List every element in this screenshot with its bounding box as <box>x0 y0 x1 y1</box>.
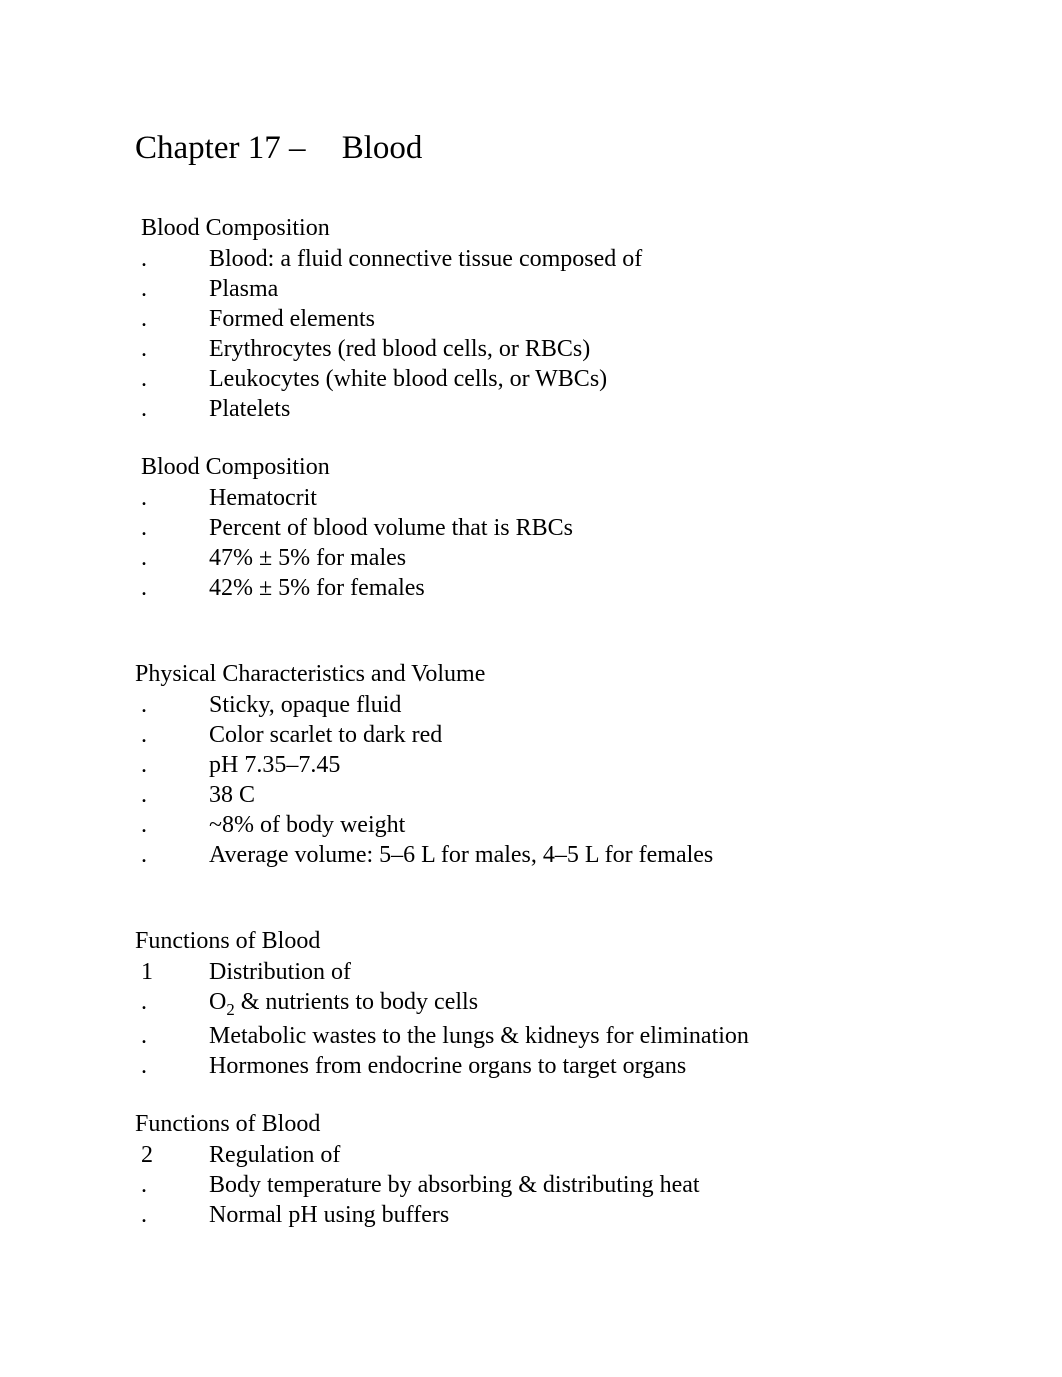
list-item-text: Leukocytes (white blood cells, or WBCs) <box>209 364 927 394</box>
list-item: .pH 7.35–7.45 <box>135 750 927 780</box>
list-item: .Color scarlet to dark red <box>135 720 927 750</box>
section-heading-functions-1: Functions of Blood <box>135 928 927 955</box>
section-heading-physical-characteristics: Physical Characteristics and Volume <box>135 661 927 688</box>
list-item: .Hormones from endocrine organs to targe… <box>135 1051 927 1081</box>
list-item-text: Distribution of <box>209 957 927 987</box>
bullet-marker: . <box>141 573 209 603</box>
list-item-text: Average volume: 5–6 L for males, 4–5 L f… <box>209 840 927 870</box>
list-item: .Erythrocytes (red blood cells, or RBCs) <box>135 334 927 364</box>
bullet-marker: . <box>141 750 209 780</box>
list-item: 1Distribution of <box>135 957 927 987</box>
section-heading-blood-composition-1: Blood Composition <box>135 215 927 242</box>
list-item: .Plasma <box>135 274 927 304</box>
list-item-text: ~8% of body weight <box>209 810 927 840</box>
number-marker: 2 <box>141 1140 209 1170</box>
list-item-text: O2 & nutrients to body cells <box>209 987 927 1021</box>
list-item-text: Plasma <box>209 274 927 304</box>
list-item-text: 38 C <box>209 780 927 810</box>
list-item: .47% ± 5% for males <box>135 543 927 573</box>
list-item-text: Hematocrit <box>209 483 927 513</box>
list-item: .Percent of blood volume that is RBCs <box>135 513 927 543</box>
bullet-marker: . <box>141 364 209 394</box>
bullet-marker: . <box>141 483 209 513</box>
list-item-text: Regulation of <box>209 1140 927 1170</box>
list-item: .Leukocytes (white blood cells, or WBCs) <box>135 364 927 394</box>
list-item: .Average volume: 5–6 L for males, 4–5 L … <box>135 840 927 870</box>
bullet-marker: . <box>141 304 209 334</box>
list-item: .Metabolic wastes to the lungs & kidneys… <box>135 1021 927 1051</box>
list-item: .Formed elements <box>135 304 927 334</box>
bullet-marker: . <box>141 394 209 424</box>
list-item: .Blood: a fluid connective tissue compos… <box>135 244 927 274</box>
bullet-marker: . <box>141 1170 209 1200</box>
list-item: .42% ± 5% for females <box>135 573 927 603</box>
list-item-text: pH 7.35–7.45 <box>209 750 927 780</box>
list-item-text: Erythrocytes (red blood cells, or RBCs) <box>209 334 927 364</box>
chapter-number: Chapter 17 – <box>135 130 305 166</box>
list-item: .Platelets <box>135 394 927 424</box>
list-item-text: Color scarlet to dark red <box>209 720 927 750</box>
list-item-text: 42% ± 5% for females <box>209 573 927 603</box>
list-item-text: Body temperature by absorbing & distribu… <box>209 1170 927 1200</box>
bullet-marker: . <box>141 840 209 870</box>
bullet-marker: . <box>141 690 209 720</box>
bullet-marker: . <box>141 1021 209 1051</box>
bullet-marker: . <box>141 274 209 304</box>
list-item: .Body temperature by absorbing & distrib… <box>135 1170 927 1200</box>
list-item-text: 47% ± 5% for males <box>209 543 927 573</box>
list-item: 2Regulation of <box>135 1140 927 1170</box>
list-item: .O2 & nutrients to body cells <box>135 987 927 1021</box>
list-item: .~8% of body weight <box>135 810 927 840</box>
bullet-marker: . <box>141 244 209 274</box>
list-item: .Hematocrit <box>135 483 927 513</box>
list-item: .Sticky, opaque fluid <box>135 690 927 720</box>
list-item-text: Formed elements <box>209 304 927 334</box>
bullet-marker: . <box>141 1051 209 1081</box>
number-marker: 1 <box>141 957 209 987</box>
bullet-marker: . <box>141 334 209 364</box>
list-item-text: Platelets <box>209 394 927 424</box>
list-item-text: Metabolic wastes to the lungs & kidneys … <box>209 1021 927 1051</box>
bullet-marker: . <box>141 720 209 750</box>
chapter-title-line: Chapter 17 – Blood <box>135 130 927 167</box>
list-item-text: Normal pH using buffers <box>209 1200 927 1230</box>
list-item: .Normal pH using buffers <box>135 1200 927 1230</box>
list-item: .38 C <box>135 780 927 810</box>
section-heading-functions-2: Functions of Blood <box>135 1111 927 1138</box>
bullet-marker: . <box>141 810 209 840</box>
bullet-marker: . <box>141 987 209 1021</box>
section-heading-blood-composition-2: Blood Composition <box>135 454 927 481</box>
list-item-text: Hormones from endocrine organs to target… <box>209 1051 927 1081</box>
list-item-text: Blood: a fluid connective tissue compose… <box>209 244 927 274</box>
bullet-marker: . <box>141 1200 209 1230</box>
chapter-name: Blood <box>342 130 423 166</box>
list-item-text: Sticky, opaque fluid <box>209 690 927 720</box>
bullet-marker: . <box>141 513 209 543</box>
list-item-text: Percent of blood volume that is RBCs <box>209 513 927 543</box>
bullet-marker: . <box>141 780 209 810</box>
bullet-marker: . <box>141 543 209 573</box>
